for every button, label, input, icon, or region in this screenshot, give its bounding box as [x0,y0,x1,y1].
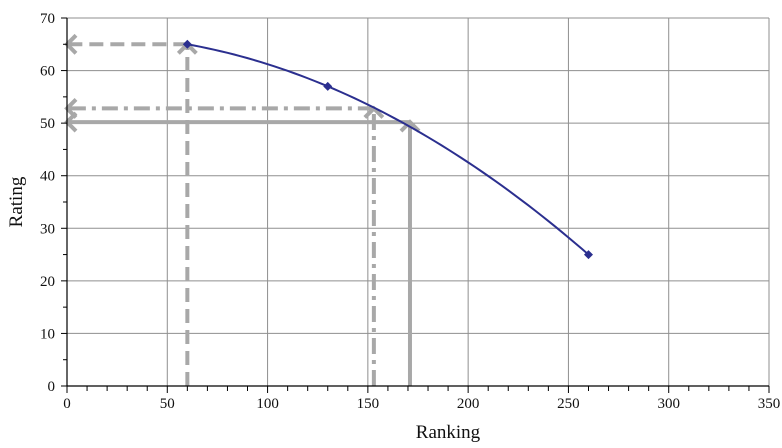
series-line [187,43,590,256]
y-tick-label: 0 [48,379,56,395]
y-tick-label: 30 [40,221,55,237]
plot-area [67,18,769,386]
x-tick-label: 0 [63,396,71,412]
y-tick-label: 20 [40,274,55,290]
axes: 0 50 100 150 200 250 300 350 0 10 20 30 40 50 60 70 [40,11,780,412]
x-tick-label: 100 [256,396,279,412]
data-point-marker [583,250,593,260]
x-axis-title: Ranking [416,422,481,443]
y-tick-label: 40 [40,169,55,185]
y-axis-title: Rating [6,176,27,227]
x-tick-label: 200 [457,396,480,412]
reading-arrows [64,33,421,386]
x-tick-label: 50 [160,396,175,412]
x-tick-label: 350 [758,396,781,412]
y-tick-label: 50 [40,116,55,132]
y-tick-label: 10 [40,326,55,342]
data-point-marker [182,39,192,49]
x-tick-label: 250 [557,396,580,412]
grid [66,17,770,387]
y-tick-label: 70 [40,11,55,27]
series [182,39,593,260]
data-point-marker [323,81,333,91]
x-tick-label: 150 [357,396,380,412]
x-tick-label: 300 [657,396,680,412]
y-tick-label: 60 [40,64,55,80]
